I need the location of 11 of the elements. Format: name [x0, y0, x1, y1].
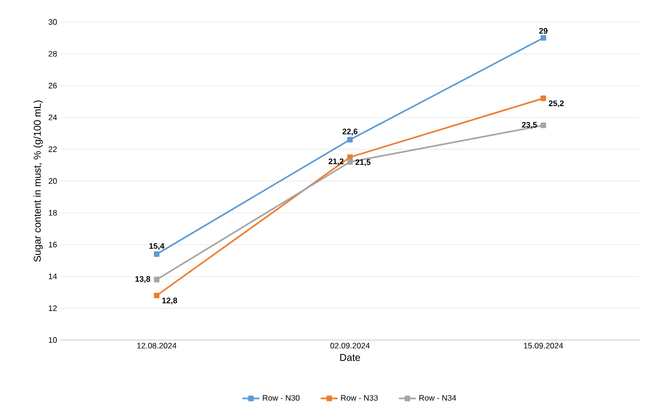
point	[347, 136, 353, 142]
point	[540, 35, 546, 41]
x-axis-title: Date	[340, 354, 360, 361]
point	[154, 276, 160, 282]
point	[540, 96, 546, 102]
y-axis-title: Sugar content in must, % (g/100 mL)	[33, 100, 43, 262]
point	[154, 292, 160, 298]
point	[154, 251, 160, 257]
point	[347, 154, 353, 160]
point	[347, 159, 353, 165]
point	[540, 122, 546, 128]
